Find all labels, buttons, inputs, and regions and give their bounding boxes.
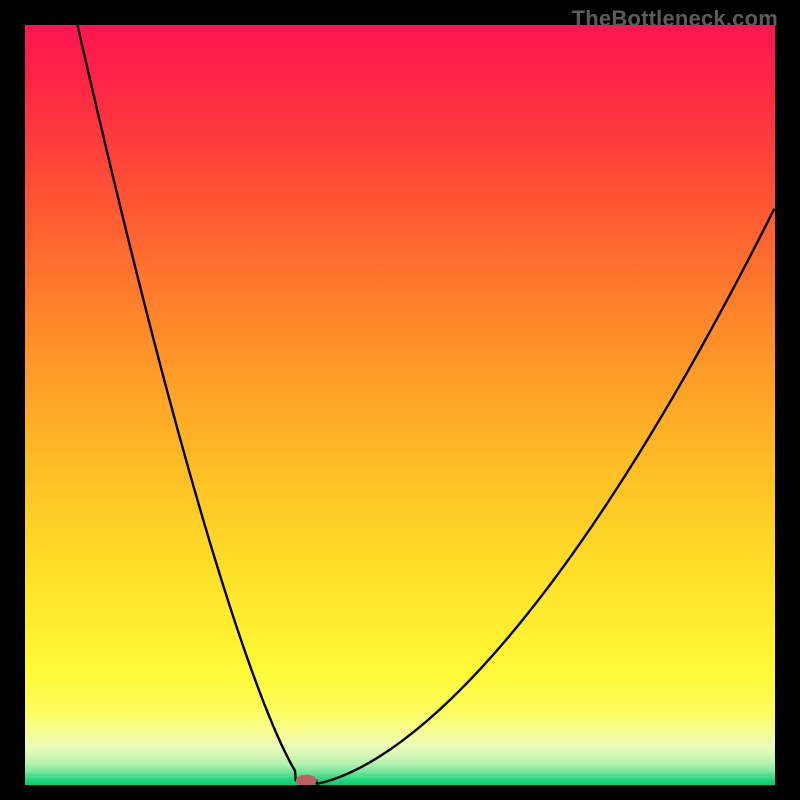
chart-frame: TheBottleneck.com	[0, 0, 800, 800]
watermark-text: TheBottleneck.com	[572, 6, 778, 32]
gradient-background	[25, 25, 775, 785]
bottleneck-curve-chart	[25, 25, 775, 785]
